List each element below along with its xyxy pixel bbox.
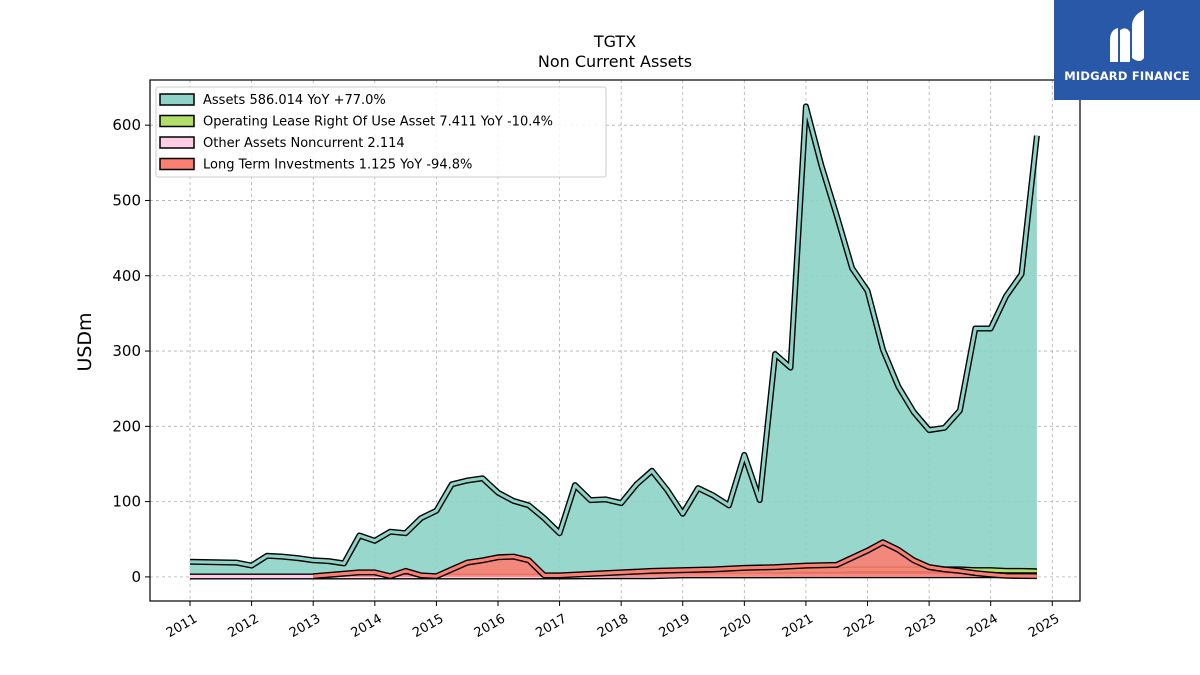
- x-tick-label: 2012: [225, 611, 261, 641]
- x-tick-label: 2021: [780, 611, 816, 641]
- legend-swatch: [159, 93, 195, 106]
- x-tick-label: 2024: [965, 611, 1001, 641]
- legend-label: Operating Lease Right Of Use Asset 7.411…: [203, 115, 553, 130]
- midgard-logo-icon: [1110, 10, 1144, 62]
- legend-swatch: [159, 136, 195, 149]
- x-tick-label: 2015: [410, 611, 446, 641]
- legend-swatch: [159, 157, 195, 171]
- series-area-0: [190, 106, 1037, 577]
- x-tick-label: 2013: [287, 611, 323, 641]
- series-line-3: [313, 540, 1037, 578]
- x-tick-label: 2017: [533, 611, 569, 641]
- x-tick-label: 2018: [595, 611, 631, 641]
- x-tick-label: 2016: [472, 611, 508, 641]
- plot-frame: [149, 79, 1081, 602]
- legend-label: Other Assets Noncurrent 2.114: [203, 136, 405, 151]
- series-area-3: [313, 542, 1037, 577]
- x-axis-ticks: 2011 2012 2013 2014 2015 2016 2017 2018 2019 2020…: [164, 601, 1062, 641]
- y-axis-ticks: 0 100 200 300 400 500 600: [112, 116, 150, 586]
- y-tick-label: 500: [112, 191, 141, 209]
- legend: Assets 586.014 YoY +77.0% Operating Lease…: [155, 86, 607, 178]
- x-tick-label: 2022: [841, 611, 877, 641]
- y-tick-label: 300: [112, 342, 141, 360]
- x-tick-label: 2019: [657, 611, 693, 641]
- y-tick-label: 200: [112, 417, 141, 435]
- y-axis-label: USDm: [74, 312, 96, 371]
- x-tick-label: 2011: [164, 611, 200, 641]
- series-areas: [189, 103, 1040, 580]
- legend-label: Assets 586.014 YoY +77.0%: [203, 93, 386, 108]
- x-tick-label: 2025: [1026, 611, 1062, 641]
- legend-label: Long Term Investments 1.125 YoY -94.8%: [203, 158, 472, 173]
- y-tick-label: 100: [112, 493, 141, 511]
- chart-title: TGTX: [593, 32, 636, 51]
- brand-name: MIDGARD FINANCE: [1064, 69, 1190, 83]
- midgard-finance-logo: MIDGARD FINANCE: [1054, 0, 1200, 100]
- y-tick-label: 0: [131, 568, 141, 586]
- y-tick-label: 600: [112, 116, 141, 134]
- x-tick-label: 2014: [349, 611, 385, 641]
- x-tick-label: 2023: [903, 611, 939, 641]
- legend-swatch: [159, 114, 195, 128]
- x-tick-label: 2020: [718, 611, 754, 641]
- chart-subtitle: Non Current Assets: [538, 52, 692, 71]
- legend-frame: [155, 86, 607, 178]
- series-line-0: [189, 104, 1039, 568]
- y-tick-label: 400: [112, 267, 141, 285]
